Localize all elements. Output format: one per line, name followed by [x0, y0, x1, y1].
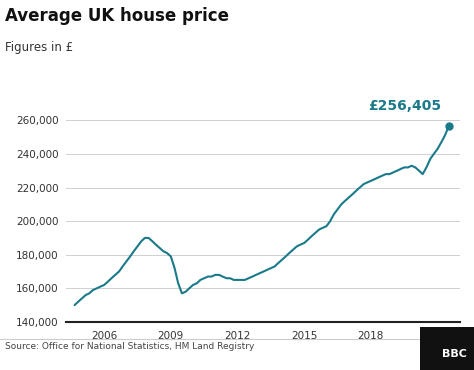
Text: £256,405: £256,405 — [369, 98, 442, 112]
Text: BBC: BBC — [442, 349, 467, 360]
Text: Source: Office for National Statistics, HM Land Registry: Source: Office for National Statistics, … — [5, 342, 254, 351]
Text: Average UK house price: Average UK house price — [5, 7, 229, 26]
Text: Figures in £: Figures in £ — [5, 41, 73, 54]
